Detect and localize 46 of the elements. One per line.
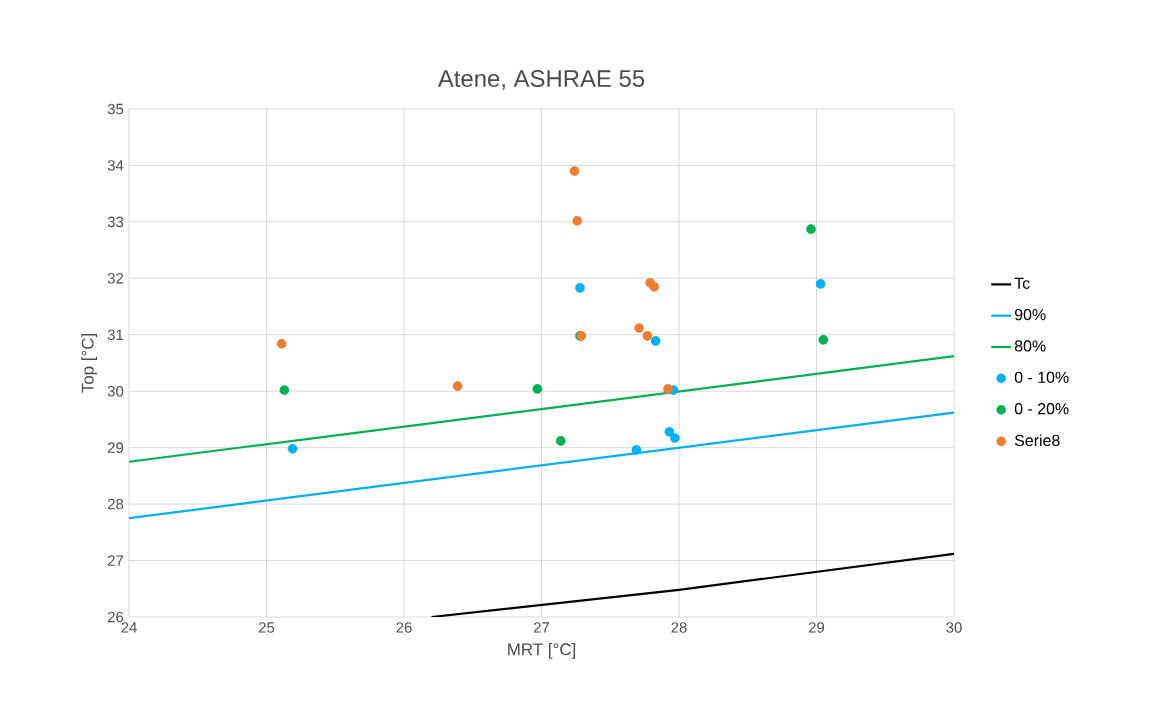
point: [670, 433, 680, 443]
chart-title: Atene, ASHRAE 55: [437, 70, 645, 90]
point: [634, 323, 644, 333]
point: [452, 381, 463, 391]
point: [555, 436, 566, 446]
y-tick-label: 32: [107, 273, 124, 284]
legend-label: 80%: [1014, 340, 1046, 352]
point: [287, 443, 298, 454]
y-tick-label: 33: [107, 216, 124, 228]
y-axis-title: Top [°C]: [81, 333, 98, 393]
y-tick-label: 31: [107, 329, 124, 341]
legend-label: 90%: [1014, 308, 1046, 321]
x-tick-label: 30: [946, 622, 962, 633]
x-tick-label: 29: [808, 622, 825, 633]
point: [815, 279, 826, 289]
legend-label: Serie8: [1014, 434, 1060, 447]
point: [276, 338, 287, 349]
point: [649, 281, 660, 292]
point: [818, 335, 829, 345]
point: [532, 384, 543, 394]
y-tick-label: 29: [107, 442, 124, 453]
point: [663, 384, 673, 394]
x-tick-label: 28: [671, 622, 687, 633]
legend-label: 0 - 10%: [1014, 371, 1069, 383]
x-axis-title: MRT [°C]: [508, 642, 576, 659]
x-tick-label: 24: [121, 622, 137, 633]
point: [806, 224, 816, 235]
y-tick-label: 35: [107, 103, 124, 115]
y-tick-label: 26: [107, 611, 124, 623]
x-tick-label: 26: [396, 622, 412, 633]
y-tick-label: 28: [107, 498, 124, 510]
x-tick-label: 27: [533, 622, 550, 633]
legend-label: 0 - 20%: [1014, 403, 1069, 415]
point: [664, 427, 675, 437]
y-tick-label: 34: [107, 160, 124, 171]
y-tick-label: 27: [107, 555, 124, 566]
legend-label: Tc: [1014, 277, 1030, 289]
y-tick-label: 30: [107, 385, 124, 397]
point: [642, 331, 653, 341]
point: [650, 336, 661, 346]
point: [631, 445, 642, 455]
point: [575, 283, 585, 293]
point: [569, 166, 580, 176]
point: [572, 215, 583, 226]
point: [279, 385, 290, 395]
x-tick-label: 25: [258, 622, 275, 633]
